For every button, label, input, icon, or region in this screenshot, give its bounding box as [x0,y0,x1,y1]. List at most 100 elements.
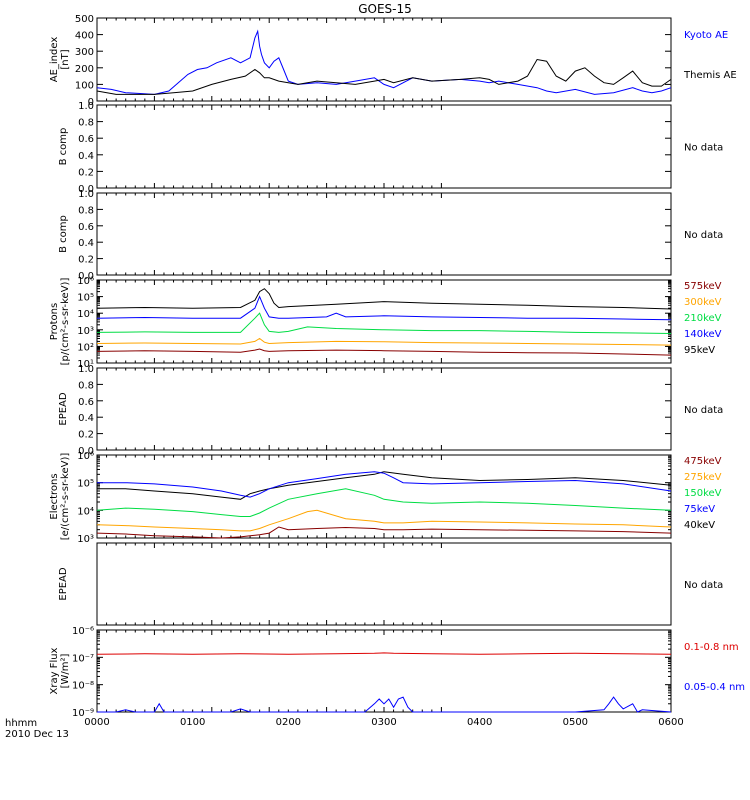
y-tick-label: 0.8 [78,380,94,391]
panel-bcomp1: 0.0 0.2 0.4 0.6 0.8 1.0 B comp No data [58,101,723,195]
x-tick-label: 0000 [84,717,109,728]
time-axis-unit-label: hhmm [5,718,37,729]
x-tick-label: 0100 [180,717,205,728]
panel-epead1: 0.0 0.2 0.4 0.6 0.8 1.0 EPEAD No data [58,364,723,457]
y-axis-label: [W/m²] [60,653,71,688]
y-tick-label: 10⁻⁷ [72,653,94,664]
series-line-140kev [96,295,672,321]
y-tick-label: 10¹ [77,359,94,370]
panel-bcomp2: 0.0 0.2 0.4 0.6 0.8 1.0 B comp No data [58,189,723,282]
series-line-75kev [97,471,672,498]
y-tick-label: 400 [75,31,94,42]
legend-entry: Themis AE [683,70,737,81]
y-tick-label: 200 [75,64,94,75]
y-axis-label: EPEAD [58,392,69,426]
legend-entry: 275keV [684,472,722,483]
y-tick-label: 0.2 [78,167,94,178]
y-tick-label: 0.2 [78,255,94,266]
y-tick-label: 0.4 [78,238,94,249]
y-tick-label: 1.0 [78,101,94,112]
panel-frame [96,542,672,626]
y-tick-label: 0.6 [78,222,94,233]
time-axis: 0000 0100 0200 0300 0400 0500 0600 [84,717,683,728]
y-axis-label: B comp [58,128,69,166]
no-data-label: No data [684,143,723,154]
no-data-label: No data [684,230,723,241]
legend-entry: 0.05-0.4 nm [684,682,745,693]
panel-frame [96,104,672,189]
series-line-40kev [97,471,672,500]
legend-entry: 210keV [684,313,722,324]
legend-entry: Kyoto AE [684,30,728,41]
y-tick-label: 10⁻⁶ [72,626,94,637]
legend-entry: 75keV [684,504,715,515]
y-tick-label: 10³ [77,534,94,545]
y-tick-label: 0.0 [78,271,94,282]
y-axis-label: Electrons [49,473,60,519]
panel-protons: 10¹ 10² 10³ 10⁴ 10⁵ 10⁶ Protons [p/(cm²-s-sr-ke… [49,276,722,370]
y-tick-label: 0.2 [78,430,94,441]
panel-ae: 0 100 200 300 400 500 AE_index [nT] Kyoto AE Them… [49,14,737,108]
x-tick-label: 0600 [658,717,683,728]
y-tick-label: 10⁵ [77,479,94,490]
y-tick-label: 0.6 [78,397,94,408]
y-axis-label: [p/(cm²-s-sr-keV)] [60,278,71,366]
x-tick-label: 0400 [467,717,492,728]
panel-frame [96,192,672,276]
y-tick-label: 0.8 [78,205,94,216]
legend-entry: 300keV [684,297,722,308]
date-label: 2010 Dec 13 [5,729,69,740]
y-tick-label: 10³ [77,326,94,337]
series-line-0-05-0-4-nm [97,696,672,713]
series-line-210kev [96,312,672,334]
panel-frame [96,367,672,451]
panel-xray: 10⁻⁹ 10⁻⁸ 10⁻⁷ 10⁻⁶ Xray Flux [W/m²] 0.1-0.8 n… [49,626,745,719]
series-line-275kev [96,509,672,532]
y-axis-label: [nT] [60,49,71,69]
y-tick-label: 0.4 [78,413,94,424]
y-tick-label: 500 [75,14,94,25]
figure-title: GOES-15 [358,2,412,16]
y-tick-label: 1.0 [78,189,94,200]
legend-entry: 150keV [684,488,722,499]
y-tick-label: 0.0 [78,446,94,457]
series-line-575kev [96,348,672,356]
y-axis-label: [e/(cm²-s-sr-keV)] [60,453,71,541]
y-tick-label: 100 [75,80,94,91]
x-tick-label: 0200 [276,717,301,728]
y-axis-label: B comp [58,215,69,253]
series-line-kyoto-ae [96,29,672,95]
no-data-label: No data [684,405,723,416]
series-line-themis-ae [96,58,672,95]
series-line-475kev [96,526,672,539]
legend-entry: 575keV [684,281,722,292]
y-tick-label: 0.0 [78,184,94,195]
y-axis-label: Xray Flux [49,647,60,694]
y-tick-label: 0.4 [78,151,94,162]
no-data-label: No data [684,580,723,591]
y-tick-label: 10² [77,342,94,353]
series-line-300kev [96,337,672,346]
panel-electrons: 10³ 10⁴ 10⁵ 10⁶ Electrons [e/(cm²-s-sr-keV)] 4… [49,451,722,545]
legend-entry: 475keV [684,456,722,467]
y-tick-label: 10⁶ [77,276,94,287]
y-tick-label: 10⁵ [77,293,94,304]
legend-entry: 40keV [684,520,715,531]
y-tick-label: 10⁴ [77,309,94,320]
panel-frame [96,454,672,539]
series-line-0-1-0-8-nm [96,652,672,655]
y-tick-label: 0.8 [78,118,94,129]
legend-entry: 140keV [684,329,722,340]
y-axis-label: EPEAD [58,567,69,601]
y-tick-label: 0 [88,97,94,108]
y-axis-label: AE_index [49,37,60,83]
y-tick-label: 300 [75,47,94,58]
y-tick-label: 10⁴ [77,506,94,517]
y-axis-label: Protons [49,303,60,340]
y-tick-label: 10⁻⁸ [72,681,94,692]
series-line-95kev [96,288,672,310]
panels: 0 100 200 300 400 500 AE_index [nT] Kyoto AE Them… [49,14,745,719]
legend-entry: 0.1-0.8 nm [684,642,739,653]
series-line-150kev [96,488,672,517]
